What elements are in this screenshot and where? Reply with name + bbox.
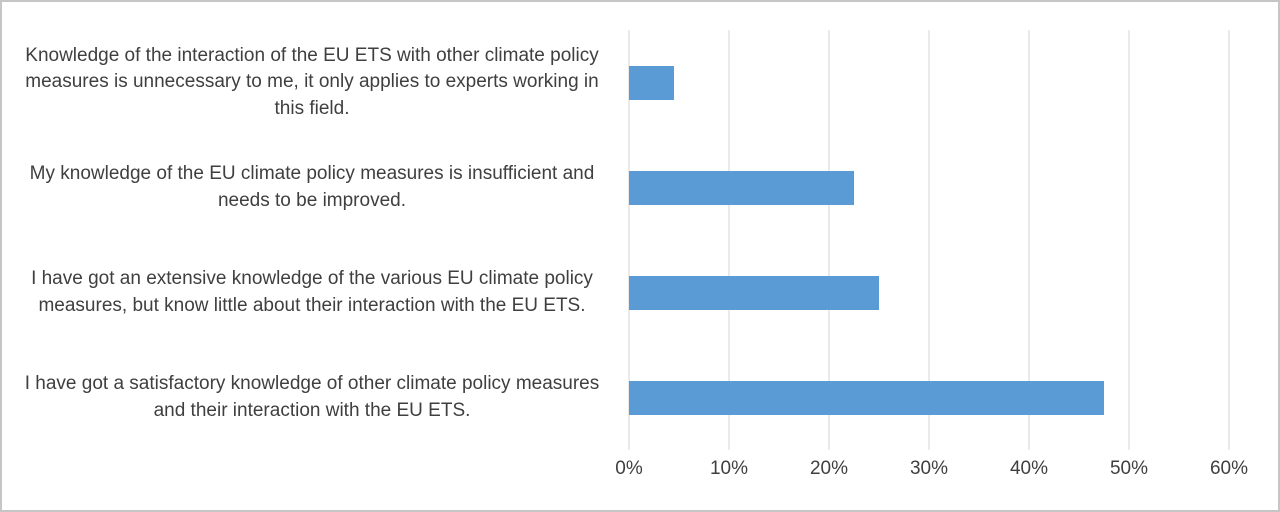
bars: [629, 30, 1229, 450]
x-tick-label: 40%: [1009, 458, 1049, 479]
bar: [629, 65, 674, 100]
category-label: I have got an extensive knowledge of the…: [31, 268, 593, 316]
plot-area: [628, 30, 1230, 450]
category-labels: Knowledge of the interaction of the EU E…: [2, 30, 612, 450]
x-tick-label: 50%: [1109, 458, 1149, 479]
bar: [629, 275, 879, 310]
bar: [629, 380, 1104, 415]
category-label: My knowledge of the EU climate policy me…: [29, 163, 595, 211]
gridline: [828, 30, 830, 450]
bar-row: [629, 30, 1229, 135]
x-tick-label: 0%: [615, 458, 643, 479]
bar: [629, 170, 854, 205]
bar-row: [629, 345, 1229, 450]
category-label: I have got a satisfactory knowledge of o…: [24, 373, 600, 421]
x-tick-label: 60%: [1209, 458, 1249, 479]
bar-row: [629, 240, 1229, 345]
gridline: [1228, 30, 1230, 450]
x-tick-label: 20%: [809, 458, 849, 479]
gridline: [728, 30, 730, 450]
gridline: [1128, 30, 1130, 450]
gridline: [1028, 30, 1030, 450]
bar-row: [629, 135, 1229, 240]
x-axis: 0% 10% 20% 30% 40% 50% 60%: [615, 458, 1248, 490]
x-tick-label: 30%: [909, 458, 949, 479]
gridline: [928, 30, 930, 450]
gridlines: [628, 30, 1230, 450]
category-label: Knowledge of the interaction of the EU E…: [25, 45, 599, 119]
gridline: [628, 30, 630, 450]
x-tick-label: 10%: [709, 458, 749, 479]
